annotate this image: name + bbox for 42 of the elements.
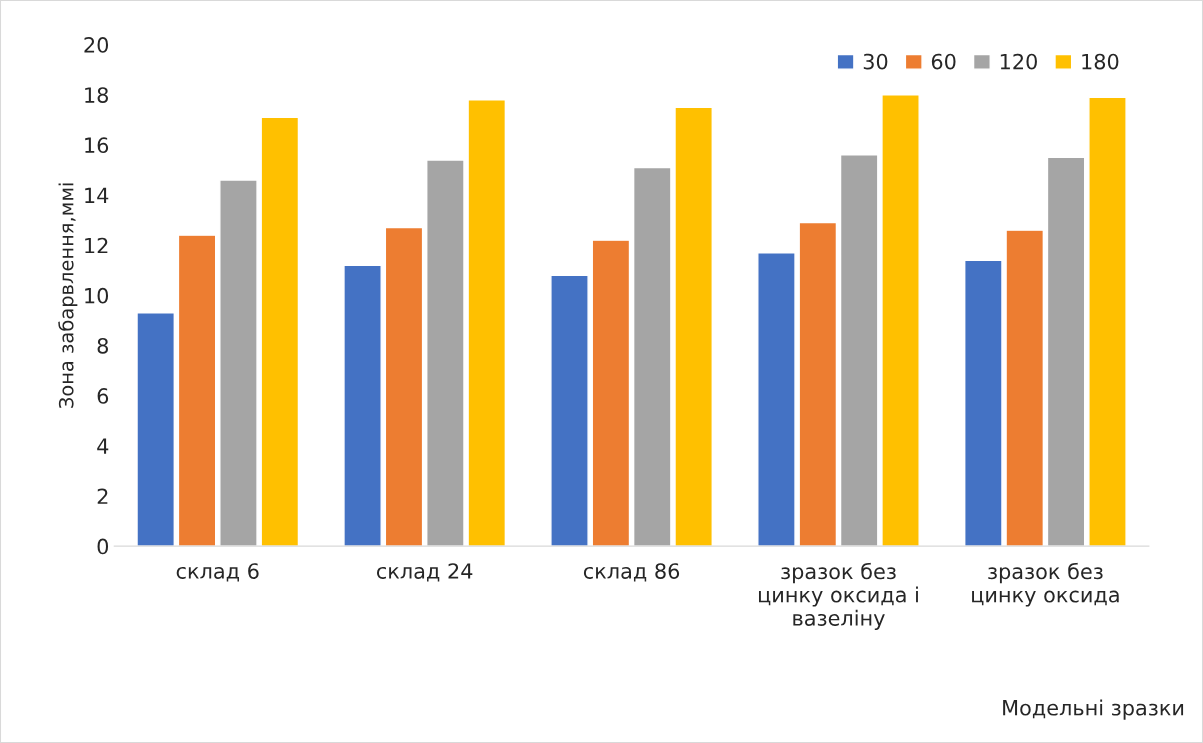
bar xyxy=(177,234,217,547)
x-tick-label: зразок без цинку оксида xyxy=(972,562,1119,607)
y-tick-label: 4 xyxy=(97,438,109,454)
y-tick-label: 20 xyxy=(84,37,109,53)
bar xyxy=(219,179,258,547)
bar xyxy=(798,221,838,547)
legend-label: 30 xyxy=(863,53,888,70)
y-tick-label: 12 xyxy=(85,237,108,254)
bar xyxy=(757,252,796,547)
x-tick-label: зразок без цинку оксида і вазеліну xyxy=(758,562,918,630)
y-tick-label: 6 xyxy=(97,388,109,404)
bar xyxy=(591,239,631,547)
bar xyxy=(550,274,589,547)
y-tick-label: 0 xyxy=(97,538,109,555)
bar xyxy=(1046,156,1086,547)
bar xyxy=(467,99,507,547)
legend-label: 180 xyxy=(1082,53,1119,70)
bar xyxy=(674,106,713,547)
bar xyxy=(1005,229,1045,547)
y-tick-label: 8 xyxy=(97,337,108,354)
x-tick-label: склад 24 xyxy=(376,563,473,582)
y-tick-label: 10 xyxy=(85,287,109,304)
y-tick-label: 18 xyxy=(85,87,108,103)
legend-label: 60 xyxy=(931,53,956,70)
x-axis-title: Модельні зразки xyxy=(1003,699,1184,720)
bar xyxy=(839,154,879,547)
bar xyxy=(384,226,424,547)
x-tick-label: склад 86 xyxy=(583,563,680,582)
y-tick-label: 2 xyxy=(97,488,108,504)
bar xyxy=(260,116,300,547)
y-axis-title: Зона забарвлення,ммі xyxy=(58,183,78,408)
y-tick-label: 14 xyxy=(85,187,109,203)
x-tick-label: склад 6 xyxy=(176,563,259,582)
legend-label: 120 xyxy=(1000,53,1037,70)
bar xyxy=(964,259,1003,547)
bar xyxy=(1088,96,1127,547)
y-tick-label: 16 xyxy=(85,137,109,154)
bar xyxy=(343,264,382,547)
bar xyxy=(632,166,672,547)
bar xyxy=(136,312,175,547)
bar xyxy=(881,94,920,547)
bar xyxy=(426,159,465,547)
